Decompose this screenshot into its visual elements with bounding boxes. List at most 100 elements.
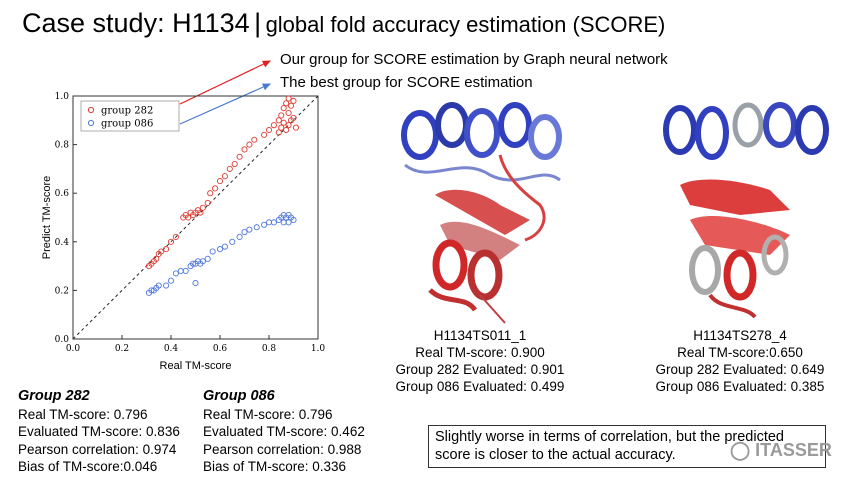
data-point-group-282 [290, 97, 297, 104]
model-1-name: H1134TS011_1 [433, 328, 527, 343]
data-point-group-086 [167, 277, 175, 284]
data-point-group-282 [241, 146, 248, 153]
watermark-text: ITASSER [755, 440, 832, 460]
title-main: Case study: H1134 [22, 8, 250, 38]
group-282-evaluated: Evaluated TM-score: 0.836 [18, 424, 180, 439]
data-point-group-282 [285, 109, 292, 117]
data-point-group-086 [236, 233, 243, 240]
group-282-header: Group 282 [18, 388, 90, 404]
protein-structure-1 [401, 102, 562, 324]
data-point-group-282 [231, 160, 238, 168]
y-tick-label: 0.4 [55, 238, 70, 248]
data-point-group-282 [199, 204, 206, 211]
group-282-stats: Group 282 Real TM-score: 0.796 Evaluated… [18, 388, 180, 476]
group-282-pearson: Pearson correlation: 0.974 [18, 441, 177, 457]
legend-marker [87, 106, 95, 114]
data-point-group-282 [251, 136, 258, 143]
model-2-name: H1134TS278_4 [693, 328, 787, 343]
data-point-group-282 [265, 126, 273, 134]
watermark: ◯ ITASSER [730, 440, 832, 461]
x-tick-label: 1.0 [311, 344, 326, 354]
x-tick-label: 0.4 [164, 344, 179, 354]
group-086-header: Group 086 [203, 388, 275, 404]
scatter-chart: 0.0 0.2 0.4 0.6 0.8 1.0 0.0 0.2 0.4 0.6 0.8 1.0 Real… [38, 90, 338, 380]
protein-structure-2 [663, 102, 829, 319]
note-line-2: score is closer to the actual accuracy. [435, 447, 676, 463]
group-086-evaluated: Evaluated TM-score: 0.462 [203, 424, 365, 439]
data-point-group-282 [278, 124, 285, 131]
model-info-1: H1134TS011_1 Real TM-score: 0.900 Group … [380, 327, 580, 395]
data-point-group-086 [172, 270, 179, 277]
data-point-group-086 [189, 260, 197, 267]
y-tick-label: 0.2 [55, 286, 69, 296]
data-point-group-282 [185, 214, 192, 221]
y-tick-label: 0.8 [55, 141, 70, 151]
data-point-group-086 [261, 221, 268, 228]
legend-marker [87, 119, 95, 127]
structure-1-blue-domain [401, 102, 562, 182]
data-point-group-282 [163, 246, 170, 253]
data-point-group-282 [278, 112, 285, 119]
data-point-group-086 [229, 238, 236, 245]
data-point-group-282 [197, 209, 204, 216]
legend-label: group 282 [101, 106, 153, 117]
data-point-group-086 [216, 246, 224, 253]
data-point-group-086 [199, 258, 206, 265]
legend-label: group 086 [101, 119, 153, 130]
plot-frame [72, 95, 319, 340]
wechat-icon: ◯ [730, 440, 751, 460]
data-point-group-282 [280, 119, 287, 126]
conclusion-note: Slightly worse in terms of correlation, … [428, 425, 826, 468]
data-point-group-282 [285, 95, 292, 102]
data-point-group-086 [204, 255, 211, 262]
model-2-g282: Group 282 Evaluated: 0.649 [655, 362, 825, 377]
data-point-group-282 [285, 122, 292, 129]
data-point-group-282 [204, 199, 211, 206]
data-point-group-282 [261, 131, 268, 138]
data-point-group-086 [265, 219, 273, 226]
data-point-group-282 [283, 126, 290, 134]
data-point-group-282 [221, 173, 228, 180]
group-086-bias: Bias of TM-score: 0.336 [203, 459, 347, 474]
title-separator: | [254, 8, 262, 38]
y-tick-label: 1.0 [55, 92, 70, 102]
model-2-g086: Group 086 Evaluated: 0.385 [655, 379, 825, 394]
title-sub: global fold accuracy estimation (SCORE) [265, 12, 666, 37]
model-1-real: Real TM-score: 0.900 [415, 345, 545, 360]
data-point-group-086 [285, 219, 292, 226]
x-tick-label: 0.8 [262, 344, 277, 354]
structure-2-blue-domain [663, 102, 829, 160]
group-086-pearson: Pearson correlation: 0.988 [203, 441, 362, 457]
data-point-group-282 [246, 141, 253, 148]
data-point-group-282 [275, 117, 282, 124]
model-2-real: Real TM-score:0.650 [677, 345, 803, 360]
data-point-group-282 [158, 248, 165, 255]
data-point-group-282 [236, 153, 243, 160]
data-point-group-282 [287, 102, 295, 109]
data-point-group-086 [209, 248, 216, 255]
y-tick-label: 0.0 [55, 335, 70, 345]
structure-1-red-domain [428, 154, 546, 324]
data-point-group-086 [241, 229, 248, 236]
data-point-group-086 [177, 267, 184, 275]
x-axis-label: Real TM-score [160, 360, 232, 372]
data-point-group-282 [212, 185, 219, 192]
slide-title: Case study: H1134 | global fold accuracy… [22, 8, 665, 39]
data-point-group-086 [290, 216, 297, 223]
data-point-group-282 [172, 233, 179, 240]
data-point-group-086 [182, 267, 189, 275]
data-point-group-282 [167, 238, 175, 245]
legend-box [80, 100, 180, 132]
data-point-group-086 [246, 226, 253, 233]
annotation-best: The best group for SCORE estimation [280, 74, 533, 91]
data-point-group-086 [253, 224, 260, 231]
data-point-group-086 [155, 282, 162, 289]
annotation-ours: Our group for SCORE estimation by Graph … [280, 51, 668, 68]
group-086-real: Real TM-score: 0.796 [203, 406, 333, 422]
data-point-group-086 [221, 243, 228, 250]
data-point-group-282 [270, 122, 277, 129]
data-point-group-086 [280, 219, 287, 226]
group-282-real: Real TM-score: 0.796 [18, 406, 148, 422]
group-086-stats: Group 086 Real TM-score: 0.796 Evaluated… [203, 388, 365, 476]
